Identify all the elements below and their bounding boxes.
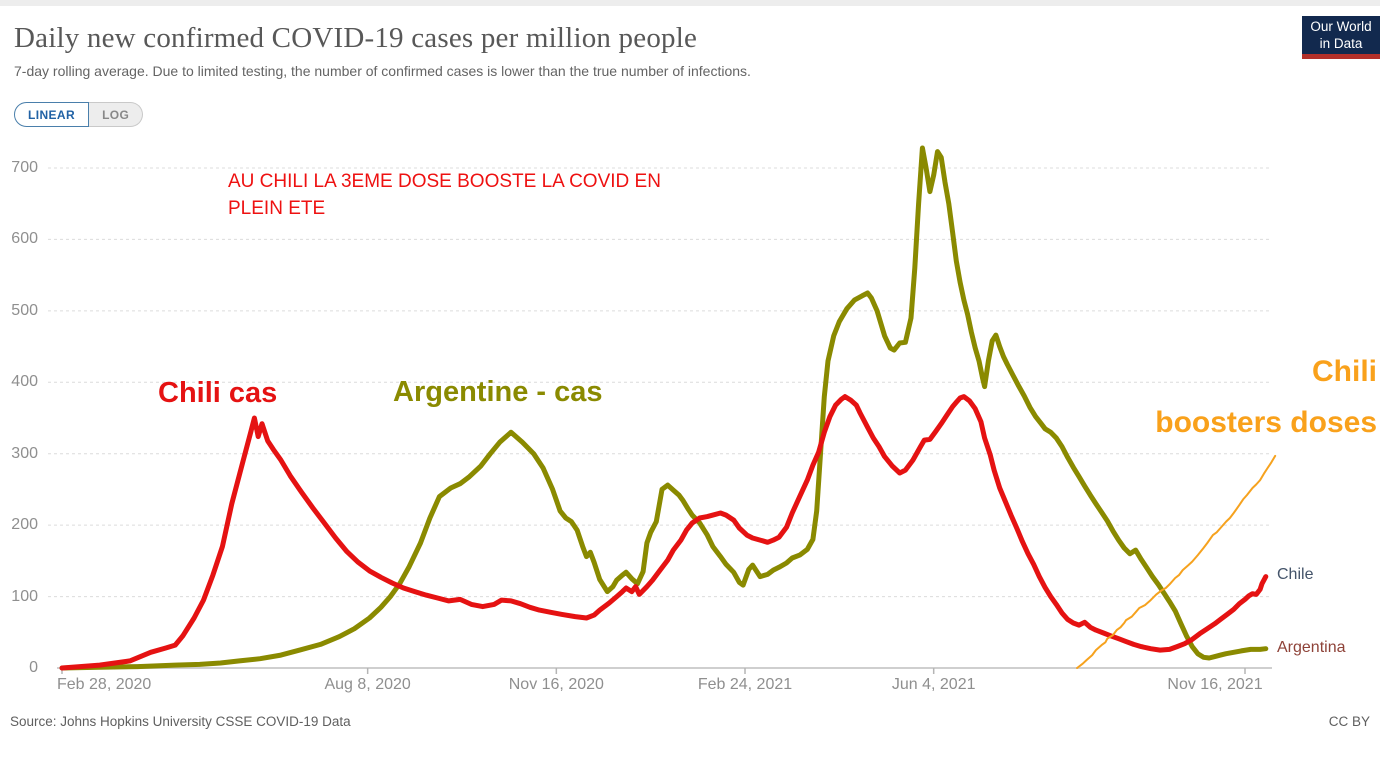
x-tick-label: Aug 8, 2020 [324, 676, 411, 693]
y-tick-label-100: 100 [11, 587, 38, 605]
y-tick-label-600: 600 [11, 230, 38, 248]
chile-boosters-series-label: Chili boosters doses [1155, 346, 1377, 448]
argentina-cases-series-label: Argentine - cas [393, 376, 603, 408]
argentina-line-end-label: Argentina [1277, 639, 1346, 656]
chile-boosters-label-line2: boosters doses [1155, 406, 1377, 439]
chile-boosters-label-line1: Chili [1312, 355, 1377, 388]
chart-subtitle: 7-day rolling average. Due to limited te… [14, 63, 751, 79]
top-strip [0, 0, 1380, 6]
y-tick-label-700: 700 [11, 159, 38, 176]
chile-line-end-label: Chile [1277, 566, 1314, 583]
linear-scale-button[interactable]: LINEAR [14, 102, 90, 127]
x-tick-label: Nov 16, 2020 [508, 676, 604, 693]
chile-cases-series-label: Chili cas [158, 377, 278, 409]
page-title: Daily new confirmed COVID-19 cases per m… [14, 22, 698, 54]
x-tick-label: Feb 28, 2020 [57, 676, 152, 693]
y-tick-label-400: 400 [11, 373, 38, 391]
annotation-headline: AU CHILI LA 3EME DOSE BOOSTE LA COVID EN… [228, 171, 661, 219]
x-tick-label: Feb 24, 2021 [697, 676, 793, 693]
owid-logo-text: Our World in Data [1302, 16, 1380, 54]
y-tick-label-0: 0 [29, 659, 38, 676]
series-line-2[interactable] [1076, 454, 1277, 669]
series-line-1[interactable] [59, 394, 1269, 671]
owid-logo-red-strip [1302, 54, 1380, 59]
y-tick-label-200: 200 [11, 516, 38, 534]
series-line-0[interactable] [59, 145, 1269, 671]
x-tick-label: Jun 4, 2021 [891, 676, 976, 693]
y-tick-label-300: 300 [11, 444, 38, 462]
log-scale-button[interactable]: LOG [89, 102, 144, 127]
source-attribution: Source: Johns Hopkins University CSSE CO… [10, 714, 351, 729]
owid-logo[interactable]: Our World in Data [1302, 16, 1380, 59]
y-tick-label-500: 500 [11, 301, 38, 319]
x-tick-label: Nov 16, 2021 [1167, 676, 1263, 693]
scale-toggle: LINEAR LOG [14, 102, 144, 127]
license-label[interactable]: CC BY [1328, 714, 1370, 729]
timeline-slider: Feb 28, 2020 Nov 16, 2021 [0, 736, 1380, 771]
